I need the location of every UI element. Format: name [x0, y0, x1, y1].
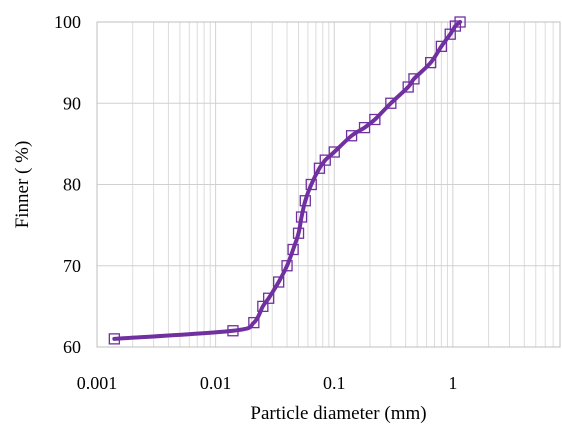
x-tick-label: 0.001: [77, 373, 118, 393]
data-point-marker: [425, 56, 437, 69]
data-point-marker: [257, 300, 269, 313]
plot-area: [96, 21, 561, 348]
data-point-marker: [227, 325, 239, 337]
data-point-marker: [345, 130, 358, 142]
data-point-marker: [328, 146, 340, 158]
data-point-marker: [313, 162, 326, 174]
y-tick-label: 80: [63, 175, 81, 195]
y-tick-label: 100: [54, 12, 81, 32]
data-point-marker: [402, 81, 414, 93]
y-axis-ticks: 60 70 80 90 100: [54, 12, 81, 357]
y-tick-label: 70: [63, 256, 81, 276]
y-tick-label: 90: [63, 93, 81, 113]
data-point-marker: [281, 260, 293, 272]
data-point-marker: [435, 40, 448, 53]
data-point-marker: [319, 154, 331, 166]
data-point-marker: [273, 276, 285, 288]
data-point-marker: [108, 333, 120, 345]
data-point-marker: [385, 97, 397, 109]
y-axis-title: Finner ( %): [12, 141, 33, 229]
data-point-marker: [305, 178, 317, 191]
data-point-marker: [358, 121, 371, 134]
x-tick-label: 0.1: [323, 373, 346, 393]
data-point-marker: [292, 227, 305, 239]
grid: [96, 21, 561, 348]
series-markers: [108, 16, 466, 345]
data-point-marker: [248, 316, 260, 329]
data-point-marker: [408, 73, 420, 85]
x-tick-label: 1: [448, 373, 457, 393]
x-axis-ticks: 0.001 0.01 0.1 1: [77, 373, 458, 393]
data-point-marker: [454, 16, 466, 28]
data-point-marker: [295, 211, 308, 223]
data-point-marker: [299, 195, 311, 207]
y-tick-label: 60: [63, 337, 81, 357]
data-point-marker: [369, 113, 381, 126]
data-point-marker: [287, 243, 299, 256]
x-axis-title: Particle diameter (mm): [250, 403, 426, 424]
data-point-marker: [263, 292, 275, 304]
x-tick-label: 0.01: [200, 373, 232, 393]
